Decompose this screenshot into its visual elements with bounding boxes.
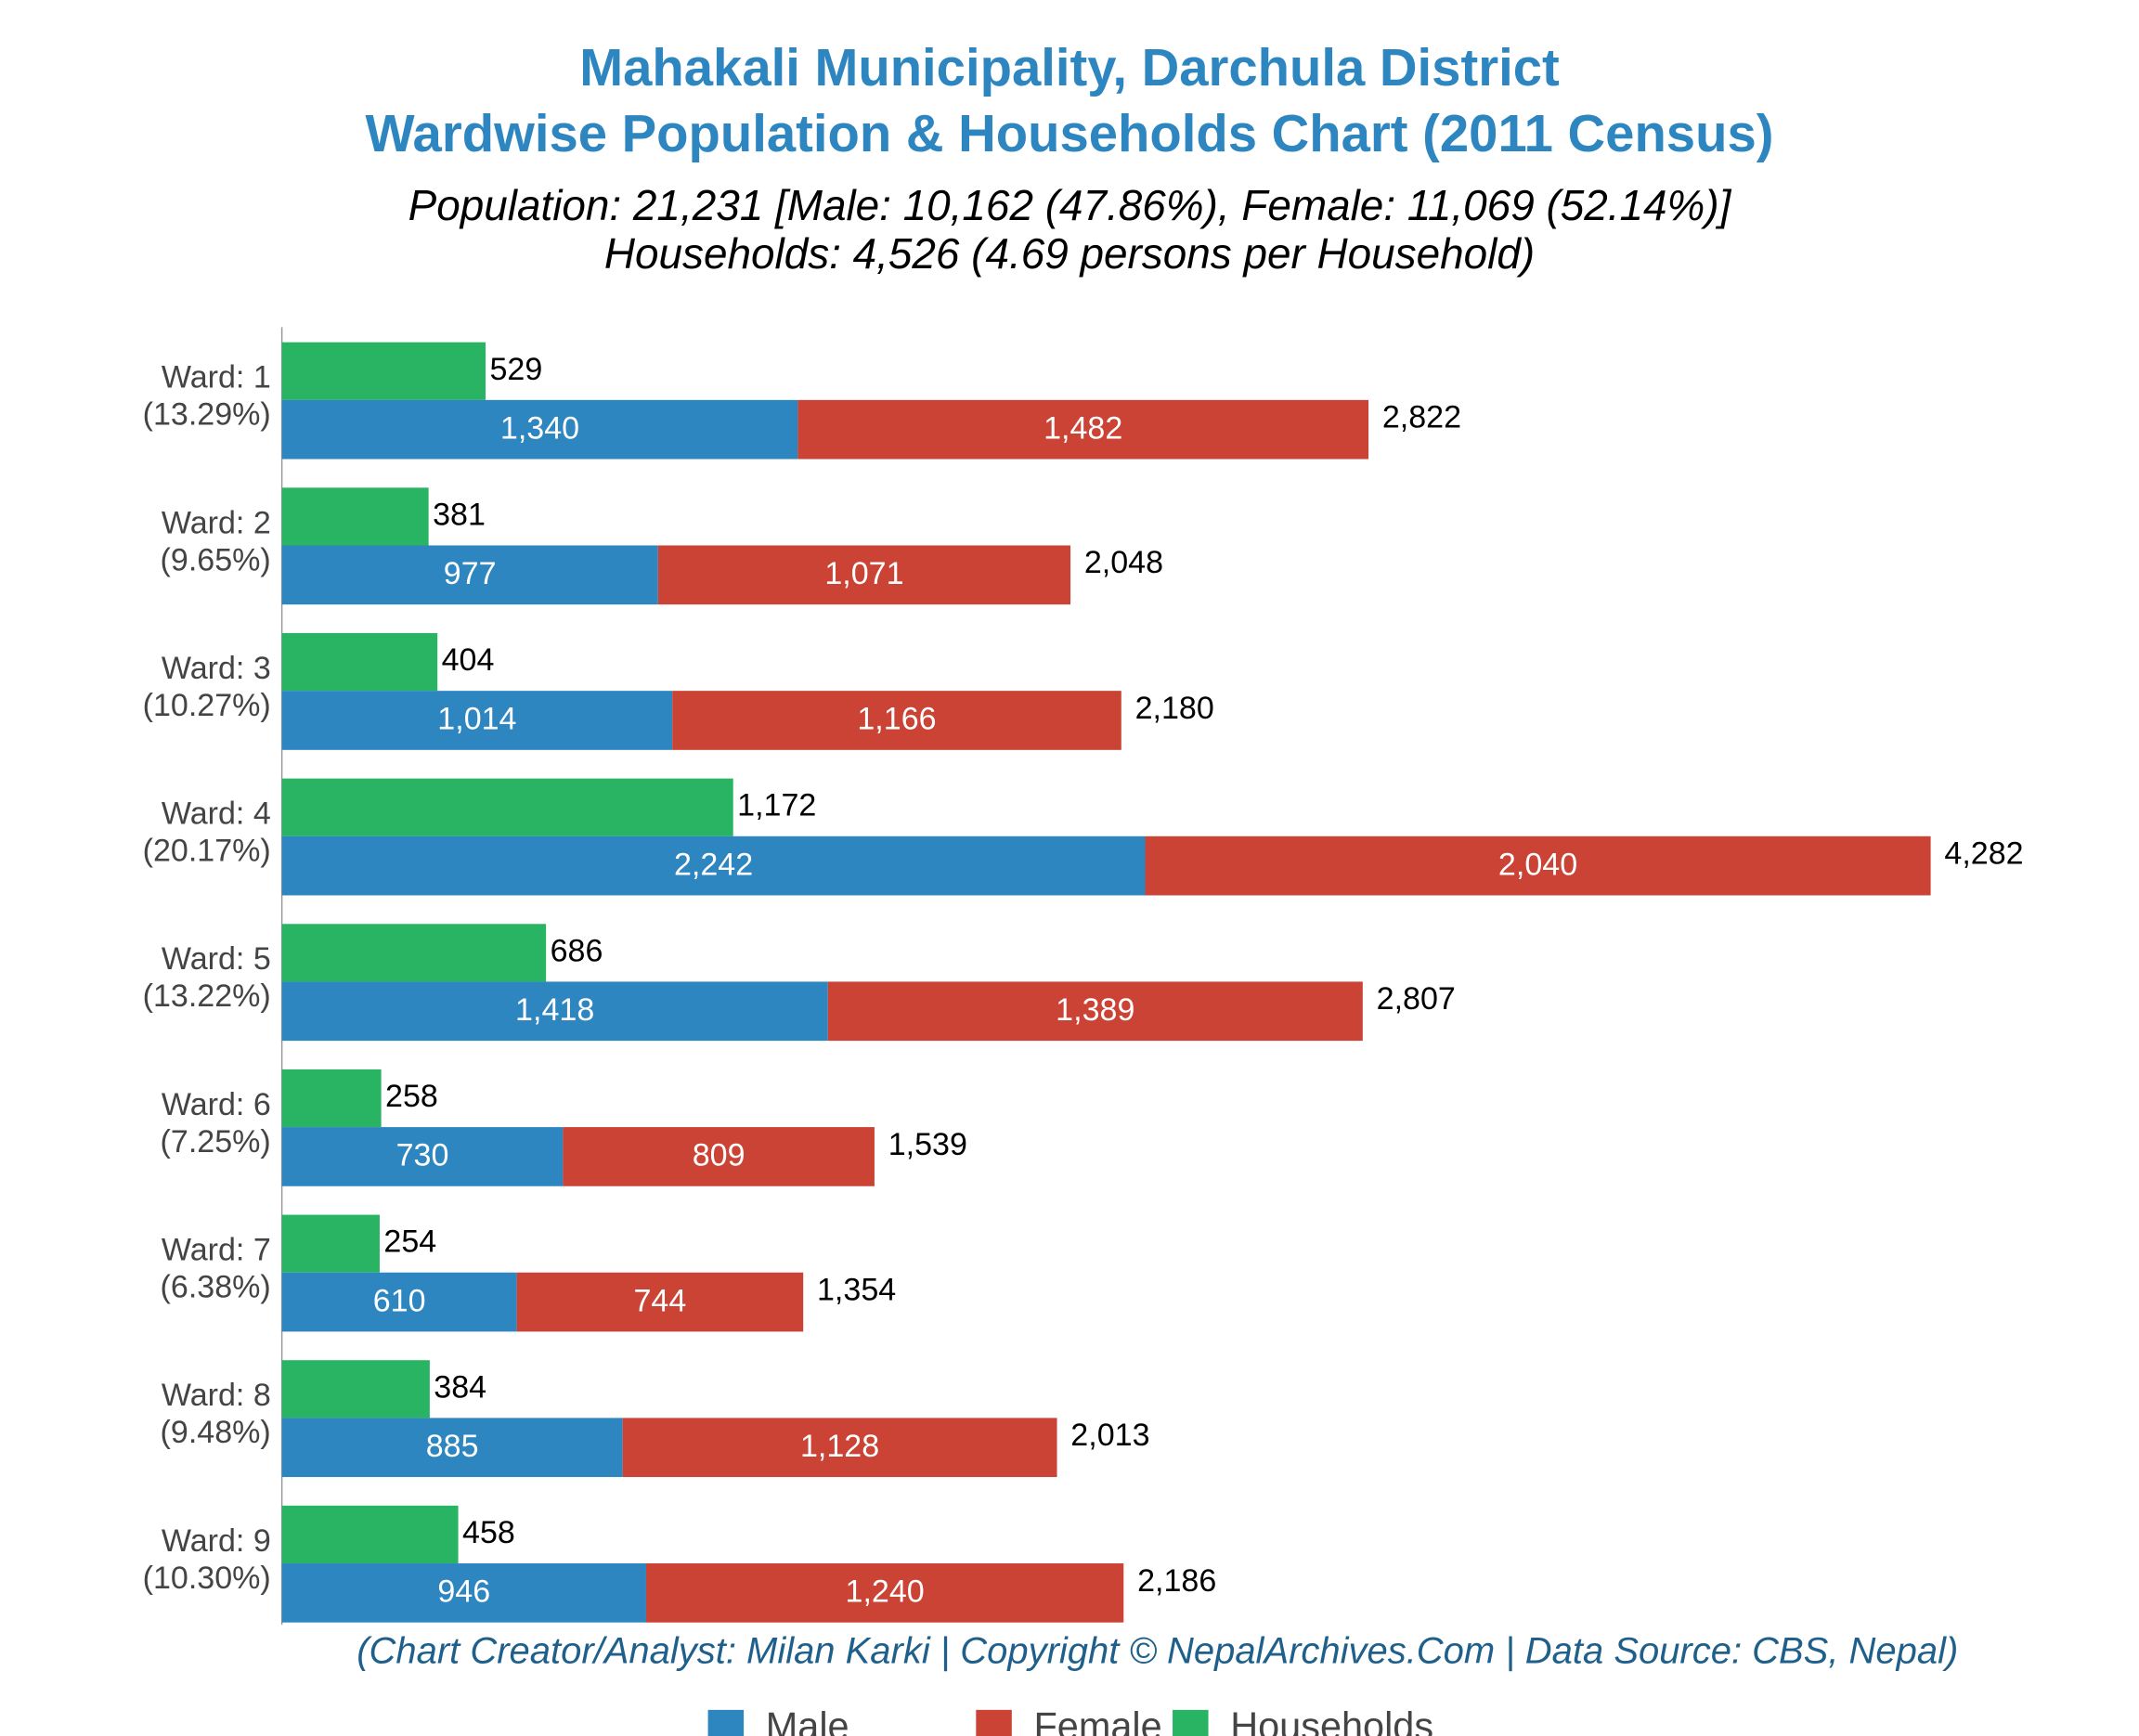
bar	[281, 691, 673, 750]
data-label: 384	[434, 1369, 486, 1405]
y-tick-label: (10.27%)	[143, 688, 271, 723]
data-label: 1,340	[500, 410, 579, 446]
data-label: 809	[693, 1138, 745, 1173]
y-tick-label: (20.17%)	[143, 834, 271, 869]
y-tick-label: Ward: 8	[162, 1378, 271, 1413]
y-tick-label: Ward: 2	[162, 505, 271, 540]
bar	[797, 399, 1369, 460]
bar	[281, 924, 547, 982]
bar	[622, 1418, 1057, 1478]
y-tick-label: (9.65%)	[161, 542, 271, 577]
data-label: 1,389	[1056, 992, 1134, 1028]
data-label: 946	[437, 1574, 490, 1610]
data-label: 730	[396, 1138, 449, 1173]
total-label: 2,822	[1382, 400, 1461, 435]
y-tick-label: (13.22%)	[143, 978, 271, 1014]
data-label: 2,242	[674, 847, 753, 882]
y-tick-label: Ward: 7	[162, 1233, 271, 1268]
bar	[281, 1563, 646, 1623]
total-label: 2,048	[1084, 545, 1163, 580]
bar	[672, 691, 1121, 750]
legend-label: Female	[1034, 1704, 1162, 1736]
data-label: 1,240	[846, 1574, 925, 1610]
bar	[281, 1214, 380, 1273]
y-tick-label: (7.25%)	[161, 1124, 271, 1159]
data-label: 1,014	[437, 702, 516, 737]
total-label: 4,282	[1944, 836, 2023, 872]
bar	[281, 487, 429, 546]
data-label: 529	[489, 352, 542, 387]
y-tick-label: (10.30%)	[143, 1561, 271, 1596]
data-label: 885	[426, 1429, 479, 1464]
bar	[281, 632, 438, 692]
y-tick-label: Ward: 6	[162, 1087, 271, 1122]
bar	[281, 545, 658, 605]
bar	[281, 1069, 382, 1128]
bar	[281, 1418, 623, 1478]
chart-title: Wardwise Population & Households Chart (…	[366, 104, 1774, 162]
footer: (Chart Creator/Analyst: Milan Karki | Co…	[356, 1631, 1958, 1672]
total-label: 1,354	[817, 1272, 896, 1307]
data-label: 2,040	[1498, 847, 1577, 882]
bar	[281, 1127, 564, 1186]
bar	[516, 1272, 804, 1332]
data-label: 686	[551, 933, 603, 968]
data-label: 1,172	[737, 788, 816, 823]
y-tick-label: (6.38%)	[161, 1270, 271, 1305]
chart-subtitle: Households: 4,526 (4.69 persons per Hous…	[604, 229, 1535, 278]
total-label: 2,807	[1377, 981, 1456, 1017]
data-label: 404	[442, 642, 495, 678]
data-label: 610	[373, 1283, 426, 1318]
bar	[281, 399, 798, 460]
chart-subtitle: Population: 21,231 [Male: 10,162 (47.86%…	[408, 181, 1732, 229]
bar	[281, 1272, 517, 1332]
data-label: 381	[433, 497, 486, 532]
y-tick-label: Ward: 5	[162, 941, 271, 977]
legend-swatch	[976, 1709, 1012, 1736]
y-tick-label: Ward: 1	[162, 360, 271, 395]
total-label: 1,539	[888, 1127, 967, 1162]
total-label: 2,180	[1135, 691, 1214, 726]
total-label: 2,013	[1070, 1418, 1149, 1453]
bar	[657, 545, 1071, 605]
legend-swatch	[1173, 1709, 1209, 1736]
data-label: 1,482	[1044, 410, 1122, 446]
bar	[645, 1563, 1124, 1623]
data-label: 977	[444, 556, 497, 591]
bar	[281, 342, 486, 400]
data-label: 744	[633, 1283, 686, 1318]
bar	[281, 836, 1146, 896]
bar	[281, 778, 733, 836]
bar	[827, 981, 1363, 1042]
y-tick-label: Ward: 4	[162, 797, 271, 832]
y-tick-label: (13.29%)	[143, 397, 271, 433]
y-tick-label: Ward: 9	[162, 1523, 271, 1559]
data-label: 254	[383, 1224, 436, 1260]
data-label: 1,418	[515, 992, 594, 1028]
data-label: 1,166	[857, 702, 936, 737]
bar	[1145, 836, 1931, 896]
total-label: 2,186	[1137, 1563, 1216, 1599]
chart-title: Mahakali Municipality, Darchula District	[579, 38, 1560, 97]
bar	[281, 981, 828, 1042]
bar	[281, 1360, 430, 1419]
data-label: 1,071	[824, 556, 903, 591]
y-tick-label: Ward: 3	[162, 651, 271, 686]
data-label: 458	[462, 1515, 515, 1550]
data-label: 1,128	[800, 1429, 879, 1464]
legend-label: Male	[766, 1704, 849, 1736]
bar	[563, 1127, 875, 1186]
y-tick-label: (9.48%)	[161, 1415, 271, 1450]
legend-swatch	[707, 1709, 745, 1736]
legend-label: Households	[1230, 1704, 1433, 1736]
data-label: 258	[385, 1079, 438, 1114]
bar	[281, 1505, 459, 1564]
